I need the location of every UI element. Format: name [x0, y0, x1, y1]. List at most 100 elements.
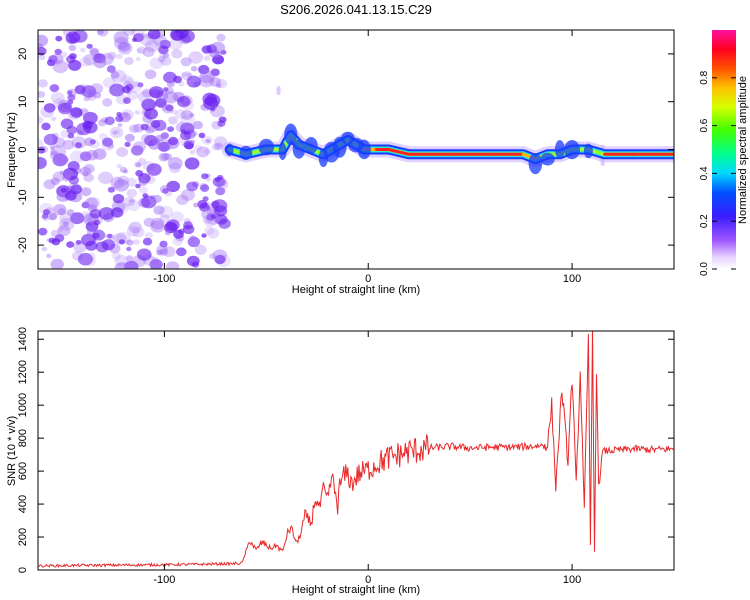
noise-blob [93, 91, 102, 99]
noise-blob [87, 252, 96, 260]
y-tick-label: 1000 [17, 393, 29, 417]
noise-blob [172, 237, 183, 246]
colorbar-tick-label: 0.2 [699, 214, 710, 228]
noise-blob [80, 166, 92, 176]
noise-blob [112, 193, 125, 204]
noise-blob [84, 197, 99, 210]
noise-blob [84, 137, 95, 147]
noise-blob [165, 104, 174, 112]
noise-blob [163, 91, 179, 104]
noise-blob [113, 31, 129, 44]
noise-blob [69, 53, 77, 60]
noise-blob [132, 227, 145, 238]
noise-blob [135, 183, 141, 189]
noise-blob [210, 214, 217, 219]
noise-blob [159, 52, 167, 59]
noise-blob [90, 213, 97, 219]
noise-blob [160, 56, 172, 66]
noise-blob [55, 35, 63, 42]
noise-blob [106, 208, 112, 214]
noise-blob [49, 145, 55, 150]
noise-blob [90, 83, 104, 94]
noise-blob [171, 49, 183, 59]
noise-blob [39, 203, 54, 215]
noise-blob [123, 97, 131, 104]
noise-blob [137, 46, 147, 54]
noise-blob [138, 178, 148, 186]
noise-blob [140, 123, 149, 131]
noise-blob [144, 135, 158, 147]
noise-blob [135, 162, 142, 168]
noise-blob [92, 148, 107, 160]
noise-blob [116, 164, 122, 169]
noise-blob [50, 53, 64, 65]
noise-blob [180, 110, 193, 120]
noise-blob [157, 56, 166, 63]
noise-blob [151, 257, 159, 263]
noise-blob [190, 139, 196, 144]
noise-blob [141, 98, 157, 112]
noise-blob [171, 32, 181, 40]
noise-blob [173, 75, 183, 84]
noise-blob [131, 30, 145, 38]
noise-blob [150, 217, 165, 230]
noise-blob [191, 257, 196, 262]
noise-blob [124, 133, 135, 142]
noise-blob [50, 229, 60, 238]
track-blob [564, 140, 580, 160]
noise-blob [159, 39, 167, 46]
noise-blob [159, 185, 170, 194]
noise-blob [124, 57, 134, 65]
noise-blob [75, 142, 83, 149]
noise-blob [158, 45, 169, 55]
noise-blob [142, 237, 153, 246]
noise-blob [66, 241, 75, 248]
noise-blob [190, 65, 198, 72]
noise-blob [47, 212, 57, 221]
noise-blob [108, 214, 116, 221]
noise-blob [68, 44, 77, 52]
noise-blob [134, 110, 141, 115]
noise-blob [124, 141, 131, 147]
colorbar-gradient [712, 30, 736, 269]
noise-blob [193, 120, 203, 130]
noise-blob [166, 80, 175, 88]
noise-blob [76, 84, 91, 96]
x-tick-label: -100 [153, 574, 175, 586]
noise-blob [173, 229, 184, 239]
noise-blob [93, 219, 101, 226]
noise-blob [62, 221, 69, 227]
noise-blob [54, 234, 65, 243]
colorbar-ticks: 0.0 0.2 0.4 0.6 0.8 [699, 70, 736, 276]
noise-blob [79, 56, 92, 67]
noise-blob [189, 112, 195, 118]
noise-scatter [38, 30, 605, 269]
noise-blob [216, 33, 226, 42]
noise-blob [138, 158, 147, 165]
noise-blob [52, 60, 69, 74]
noise-blob [166, 219, 180, 231]
noise-blob [214, 142, 224, 150]
track-blob [284, 123, 298, 146]
noise-blob [163, 153, 173, 161]
noise-blob [85, 196, 101, 209]
noise-blob [38, 156, 47, 170]
noise-blob [175, 121, 189, 133]
noise-blob [156, 138, 172, 152]
noise-blob [90, 48, 99, 56]
noise-blob [101, 239, 116, 251]
colorbar: 0.0 0.2 0.4 0.6 0.8 Normalized spectral ampl… [699, 30, 749, 276]
noise-blob [201, 173, 209, 180]
noise-blob [180, 189, 195, 201]
noise-blob [67, 61, 74, 67]
noise-blob [42, 216, 50, 222]
noise-blob [57, 227, 64, 232]
noise-blob [126, 188, 138, 198]
noise-blob [180, 114, 196, 128]
noise-blob [148, 86, 164, 99]
y-tick-label: 0 [17, 567, 29, 573]
noise-blob [217, 174, 224, 181]
noise-blob [143, 217, 155, 227]
